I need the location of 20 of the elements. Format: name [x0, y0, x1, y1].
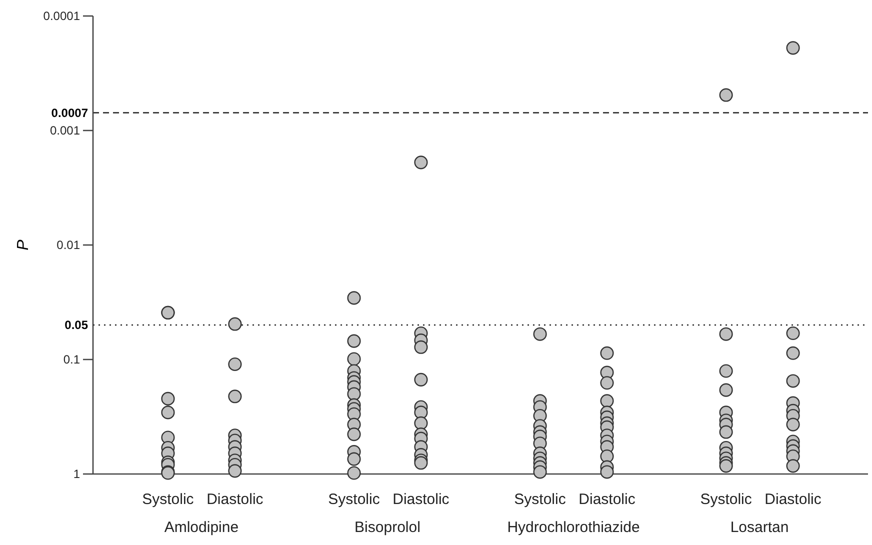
x-tick-label: Losartan	[730, 519, 789, 536]
series-label: Systolic	[142, 491, 194, 508]
y-tick-label: 0.1	[63, 352, 80, 366]
series-label: Diastolic	[578, 491, 636, 508]
ref-line-label: 0.0007	[51, 106, 88, 120]
y-tick-label: 0.01	[56, 238, 80, 252]
text: Systolic	[328, 491, 380, 508]
y-tick-label: 0.0001	[43, 8, 80, 23]
x-tick-label: Bisoprolol	[354, 519, 420, 536]
text: Diastolic	[392, 491, 450, 508]
x-tick-label: Amlodipine	[164, 519, 239, 536]
ref-line-label: 0.05	[64, 318, 88, 332]
y-axis-title: P	[15, 239, 32, 250]
text: Diastolic	[764, 491, 822, 508]
text: Diastolic	[206, 491, 264, 508]
text: Systolic	[700, 491, 752, 508]
y-tick-label: 0.001	[50, 123, 80, 138]
y-tick-label: 1	[73, 466, 80, 481]
text: Systolic	[514, 491, 566, 508]
x-tick-label: Hydrochlorothiazide	[507, 519, 640, 536]
